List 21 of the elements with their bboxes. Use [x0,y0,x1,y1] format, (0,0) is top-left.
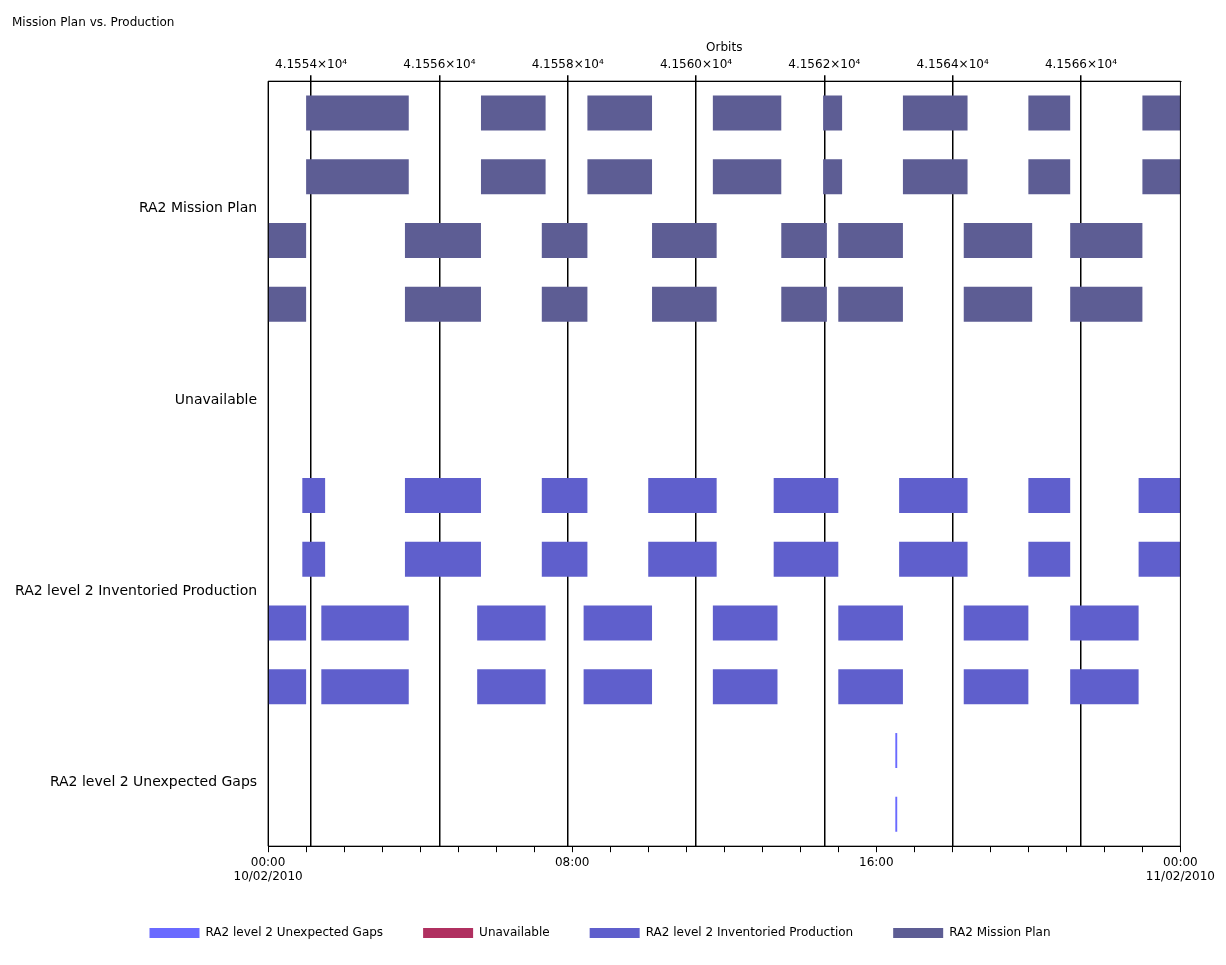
x2-tick-label: 4.1558×10⁴ [531,57,604,72]
x2-tick-label: 4.1566×10⁴ [1044,57,1118,72]
x2-tick-label: 4.1564×10⁴ [916,57,989,72]
legend-label: RA2 level 2 Inventoried Production [645,925,854,940]
x-tick-label: 00:00 11/02/2010 [1145,854,1215,883]
text: Mission Plan vs. Production [12,15,175,30]
y-tick-label: RA2 level 2 Unexpected Gaps [49,773,258,790]
legend-label: RA2 level 2 Unexpected Gaps [205,925,384,940]
x-tick-label: 00:00 10/02/2010 [233,854,303,883]
x-tick-label: 16:00 [859,854,894,869]
x2-tick-label: 4.1554×10⁴ [275,57,348,72]
x2-tick-label: 4.1560×10⁴ [659,57,733,72]
x2-tick-label: 4.1556×10⁴ [403,57,476,72]
legend-label: RA2 Mission Plan [949,925,1051,940]
legend-label: Unavailable [479,925,550,940]
y-tick-label: RA2 Mission Plan [138,199,258,216]
x2-axis-title: Orbits [706,39,743,54]
x2-tick-label: 4.1562×10⁴ [788,57,861,72]
x-tick-label: 08:00 [554,854,590,869]
y-tick-label: Unavailable [174,390,258,407]
y-tick-label: RA2 level 2 Inventoried Production [14,581,258,598]
